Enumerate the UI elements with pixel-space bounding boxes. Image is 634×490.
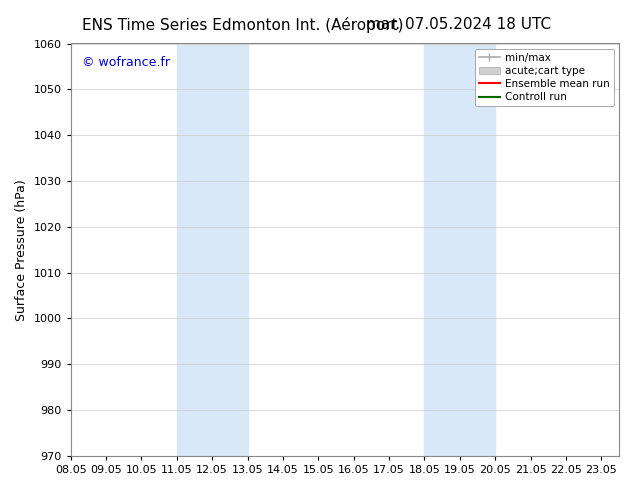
Text: ENS Time Series Edmonton Int. (Aéroport): ENS Time Series Edmonton Int. (Aéroport) bbox=[82, 17, 404, 33]
Legend: min/max, acute;cart type, Ensemble mean run, Controll run: min/max, acute;cart type, Ensemble mean … bbox=[475, 49, 614, 106]
Text: mar. 07.05.2024 18 UTC: mar. 07.05.2024 18 UTC bbox=[366, 17, 552, 32]
Text: © wofrance.fr: © wofrance.fr bbox=[82, 56, 170, 69]
Y-axis label: Surface Pressure (hPa): Surface Pressure (hPa) bbox=[15, 179, 28, 320]
Bar bbox=[424, 44, 495, 456]
Bar bbox=[177, 44, 247, 456]
